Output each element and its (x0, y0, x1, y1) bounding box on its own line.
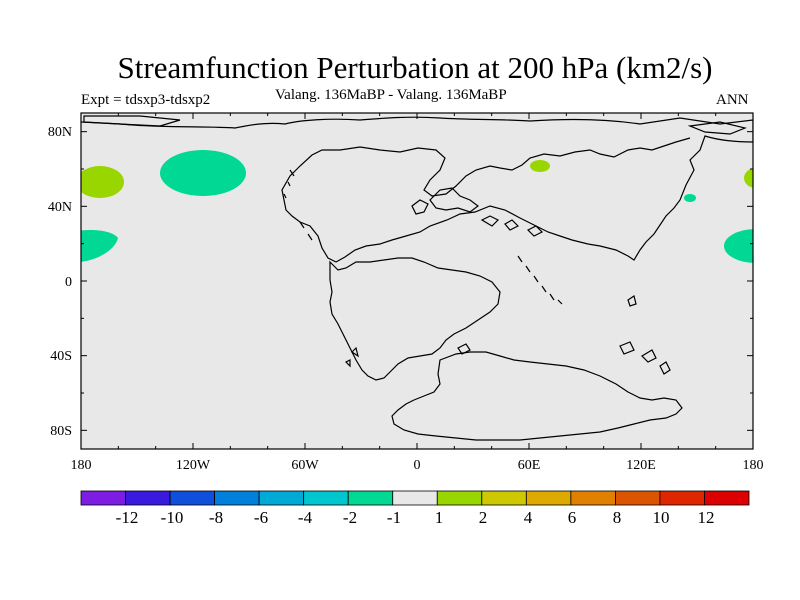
colorbar-swatch (80, 490, 126, 506)
coast-fragment-2 (619, 341, 635, 355)
lon-label-180w: 180 (71, 458, 92, 473)
colorbar-swatch (659, 490, 705, 506)
colorbar-label: -12 (116, 508, 139, 527)
colorbar-label: 8 (613, 508, 622, 527)
plot-title: Streamfunction Perturbation at 200 hPa (… (117, 50, 713, 85)
colorbar-swatch (436, 490, 483, 506)
region-negative-pac-east (724, 229, 753, 263)
colorbar-label: 4 (524, 508, 533, 527)
region-positive-asia (530, 160, 550, 172)
coast-europe (429, 187, 479, 213)
lon-tick-labels: 180 120W 60W 0 60E 120E 180 (71, 458, 764, 473)
lon-label-180e: 180 (743, 458, 764, 473)
lat-label-80n: 80N (48, 125, 72, 140)
shaded-regions (81, 150, 753, 263)
axis-ticks (80, 113, 754, 449)
colorbar-label: -1 (387, 508, 401, 527)
coast-gondwana-east (391, 351, 683, 441)
colorbar-swatch (347, 490, 394, 506)
region-positive-npac-west (81, 166, 124, 198)
colorbar-swatch (258, 490, 305, 506)
season-label: ANN (716, 92, 749, 108)
lon-label-60w: 60W (291, 458, 319, 473)
coast-fragment-1 (457, 343, 471, 355)
colorbar-swatch (525, 490, 572, 506)
coast-fragment-3 (641, 349, 671, 375)
lat-label-40s: 40S (50, 349, 72, 364)
colorbar-label: 10 (653, 508, 670, 527)
colorbar-swatch (704, 490, 750, 506)
coast-iberia (411, 199, 429, 215)
region-negative-japan (684, 194, 696, 202)
colorbar-label: -2 (343, 508, 357, 527)
colorbar-swatch (214, 490, 260, 506)
lat-label-80s: 80S (50, 424, 72, 439)
colorbar-label: 1 (435, 508, 444, 527)
lon-label-120e: 120E (626, 458, 656, 473)
coast-tethys-islands (480, 215, 544, 237)
lon-label-0: 0 (414, 458, 421, 473)
coast-islands-west (283, 169, 313, 241)
coastlines (81, 115, 753, 441)
colorbar-label: -4 (298, 508, 313, 527)
colorbar-labels: -12 -10 -8 -6 -4 -2 -1 1 2 4 6 8 10 12 (116, 508, 715, 527)
coast-tethys-arc (517, 255, 563, 305)
period-label: Valang. 136MaBP - Valang. 136MaBP (275, 87, 507, 103)
colorbar-swatch (303, 490, 349, 506)
lat-label-eq: 0 (65, 275, 72, 290)
lon-label-60e: 60E (518, 458, 541, 473)
colorbar-label: -8 (209, 508, 223, 527)
colorbar-label: 6 (568, 508, 577, 527)
lat-tick-labels: 80N 40N 0 40S 80S (48, 125, 72, 439)
colorbar-swatch (481, 490, 527, 506)
coast-fragment-5 (344, 346, 359, 368)
experiment-label: Expt = tdsxp3-tdsxp2 (81, 92, 211, 108)
coast-gondwana-west (329, 257, 501, 381)
colorbar-label: -10 (161, 508, 184, 527)
colorbar-swatch (169, 490, 215, 506)
coast-arctic-island-east (687, 121, 747, 135)
coast-laurasia (81, 116, 753, 263)
colorbar-swatch (615, 490, 661, 506)
colorbar-swatch (570, 490, 616, 506)
region-negative-npac-center (160, 150, 246, 196)
colorbar-label: -6 (254, 508, 268, 527)
lat-label-40n: 40N (48, 200, 72, 215)
colorbar-swatch (125, 490, 171, 506)
colorbar-swatch (392, 490, 438, 506)
lon-label-120w: 120W (176, 458, 211, 473)
region-positive-npac-east (744, 168, 753, 188)
coast-arctic-island (83, 115, 181, 127)
region-negative-pac-west (81, 230, 118, 262)
colorbar (80, 490, 750, 506)
colorbar-label: 2 (479, 508, 488, 527)
coast-fragment-4 (627, 295, 637, 307)
colorbar-label: 12 (698, 508, 715, 527)
